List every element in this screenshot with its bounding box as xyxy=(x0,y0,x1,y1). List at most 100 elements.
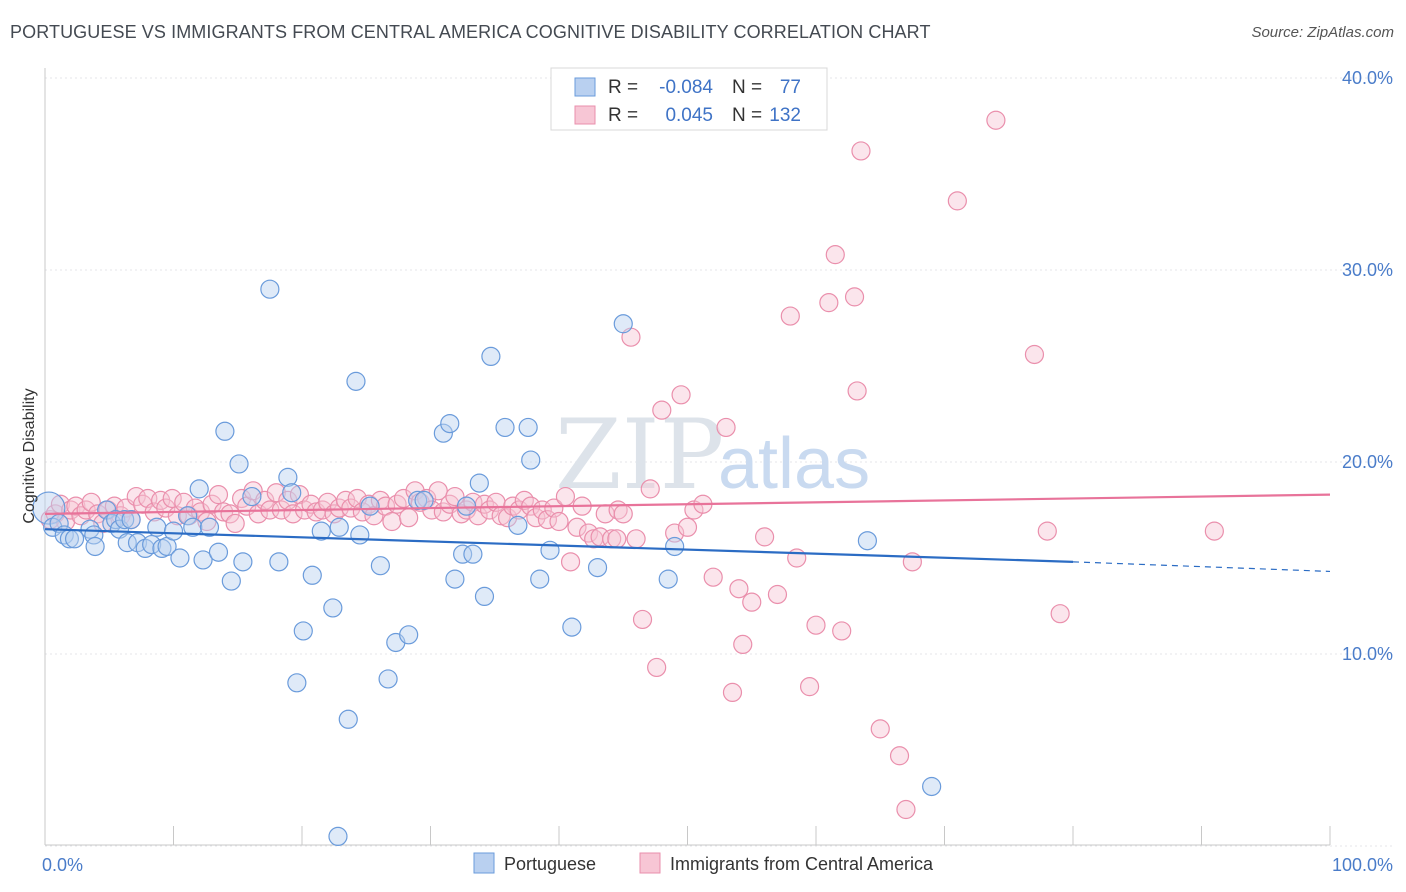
data-point xyxy=(613,314,633,334)
data-point xyxy=(225,513,245,534)
data-point xyxy=(716,417,736,438)
data-point xyxy=(311,521,331,541)
data-point xyxy=(208,485,229,505)
trend-lines xyxy=(44,493,1331,573)
data-point xyxy=(555,486,576,507)
data-point xyxy=(1024,344,1045,365)
data-point xyxy=(121,509,141,530)
data-point xyxy=(338,709,358,729)
data-point xyxy=(378,669,398,689)
data-point xyxy=(889,746,910,766)
data-point xyxy=(382,511,402,532)
x-tick-label: 100.0% xyxy=(1332,855,1393,875)
legend-swatch xyxy=(473,852,495,874)
data-point xyxy=(408,490,428,510)
data-point xyxy=(199,517,220,537)
trend-line xyxy=(44,493,1331,515)
data-point xyxy=(440,414,460,434)
data-point xyxy=(870,719,890,739)
stats-r-label: R = xyxy=(608,105,638,126)
data-point xyxy=(947,191,967,211)
data-point xyxy=(453,544,473,564)
data-point xyxy=(729,579,749,599)
data-point xyxy=(1050,604,1070,624)
series-legend: Portuguese Immigrants from Central Americ… xyxy=(473,852,934,874)
data-point xyxy=(260,279,280,299)
data-point xyxy=(677,517,698,537)
data-point xyxy=(329,498,349,518)
data-point xyxy=(302,565,322,585)
data-point xyxy=(102,513,122,534)
chart-title: PORTUGUESE VS IMMIGRANTS FROM CENTRAL AM… xyxy=(10,22,931,42)
data-point xyxy=(562,617,582,637)
data-point xyxy=(463,544,483,564)
data-point xyxy=(32,491,66,525)
data-point xyxy=(266,483,286,503)
legend-swatch xyxy=(639,852,661,874)
watermark-zip: ZIP xyxy=(555,399,724,511)
y-tick-labels: 10.0% 20.0% 30.0% 40.0% xyxy=(1342,68,1393,664)
data-point xyxy=(626,529,646,549)
data-point xyxy=(208,542,229,562)
source-label: Source: ZipAtlas.com xyxy=(1251,24,1394,41)
data-point xyxy=(66,496,86,516)
data-point xyxy=(508,515,528,535)
data-point xyxy=(414,490,434,510)
data-point xyxy=(787,548,807,568)
data-point xyxy=(986,110,1006,130)
data-point xyxy=(806,615,826,635)
data-point xyxy=(189,479,209,499)
data-point xyxy=(428,481,448,501)
data-point xyxy=(193,550,213,570)
data-point xyxy=(183,517,203,537)
data-point xyxy=(127,533,148,553)
data-point xyxy=(346,371,366,391)
data-point xyxy=(560,552,581,572)
data-point xyxy=(480,500,500,520)
data-point xyxy=(282,483,302,503)
data-point xyxy=(163,521,184,541)
data-point xyxy=(242,486,262,507)
data-point xyxy=(722,682,743,703)
stats-r-value: 0.045 xyxy=(665,105,713,126)
data-point xyxy=(233,552,253,572)
data-point xyxy=(170,548,190,568)
data-point xyxy=(780,306,800,326)
data-point xyxy=(652,400,672,420)
data-point xyxy=(255,490,275,510)
data-point xyxy=(922,776,942,797)
data-point xyxy=(847,381,867,401)
data-point xyxy=(399,625,419,645)
data-point xyxy=(613,504,633,524)
y-axis-label: Cognitive Disability xyxy=(21,388,38,523)
data-point xyxy=(350,525,370,545)
data-point xyxy=(844,287,865,307)
data-point xyxy=(71,506,91,526)
data-point xyxy=(360,496,380,516)
data-point xyxy=(549,511,569,532)
data-point xyxy=(162,488,182,509)
data-point xyxy=(857,531,878,551)
trend-line xyxy=(44,528,1074,563)
data-point xyxy=(819,293,839,313)
data-point xyxy=(323,598,343,618)
data-point xyxy=(81,492,101,512)
data-point xyxy=(530,569,550,589)
stats-n-value: 132 xyxy=(769,105,801,126)
data-point xyxy=(481,346,501,366)
stats-swatch xyxy=(574,77,596,97)
data-point xyxy=(433,423,453,443)
data-point xyxy=(456,496,477,516)
data-point xyxy=(703,567,723,587)
data-point xyxy=(115,509,135,530)
watermark: ZIP atlas xyxy=(555,399,870,511)
data-point xyxy=(221,571,241,591)
data-point xyxy=(521,450,541,470)
data-point xyxy=(632,609,653,630)
data-point xyxy=(469,473,489,493)
data-point xyxy=(896,799,916,820)
data-point xyxy=(64,529,85,549)
data-point xyxy=(518,417,538,438)
data-point xyxy=(578,523,599,543)
stats-swatch xyxy=(574,105,596,125)
